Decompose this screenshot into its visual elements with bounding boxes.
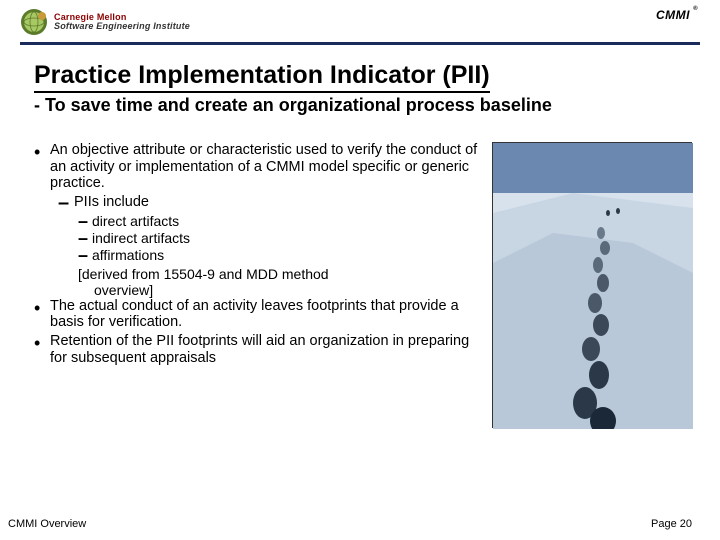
header: Carnegie Mellon Software Engineering Ins…: [0, 0, 720, 40]
bullet-text: indirect artifacts: [92, 230, 480, 246]
note-line: [derived from 15504-9 and MDD method: [78, 266, 480, 282]
bullet-level1: • The actual conduct of an activity leav…: [34, 298, 480, 331]
footer-left: CMMI Overview: [8, 518, 86, 530]
bullet-text: The actual conduct of an activity leaves…: [50, 298, 480, 331]
bullet-level3: – indirect artifacts: [78, 230, 480, 246]
page-title: Practice Implementation Indicator (PII): [34, 61, 490, 93]
footprints-image: [492, 142, 692, 428]
bullet-text: affirmations: [92, 247, 480, 263]
note-line: overview]: [94, 282, 480, 298]
bullet-text: Retention of the PII footprints will aid…: [50, 333, 480, 366]
org-name-2: Software Engineering Institute: [54, 22, 190, 31]
brand-logo: CMMI: [656, 8, 690, 22]
bullet-level1: • Retention of the PII footprints will a…: [34, 333, 480, 366]
bullet-level3: – affirmations: [78, 247, 480, 263]
bullet-level2: – PIIs include: [58, 194, 480, 212]
bullet-text: An objective attribute or characteristic…: [50, 142, 480, 192]
text-column: • An objective attribute or characterist…: [34, 142, 480, 428]
bullet-level3: – direct artifacts: [78, 213, 480, 229]
bullet-text: direct artifacts: [92, 213, 480, 229]
logo-left: Carnegie Mellon Software Engineering Ins…: [20, 8, 190, 36]
content-area: • An objective attribute or characterist…: [0, 120, 720, 428]
bullet-level1: • An objective attribute or characterist…: [34, 142, 480, 192]
globe-icon: [20, 8, 48, 36]
bullet-text: PIIs include: [74, 194, 480, 212]
footer-right: Page 20: [651, 518, 692, 530]
page-subtitle: - To save time and create an organizatio…: [34, 95, 686, 116]
footer: CMMI Overview Page 20: [0, 518, 720, 530]
title-block: Practice Implementation Indicator (PII) …: [0, 45, 720, 120]
